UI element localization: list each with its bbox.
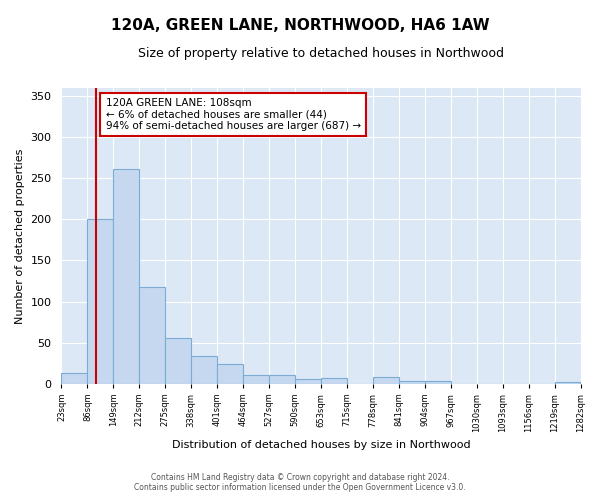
Text: 120A, GREEN LANE, NORTHWOOD, HA6 1AW: 120A, GREEN LANE, NORTHWOOD, HA6 1AW bbox=[110, 18, 490, 32]
Title: Size of property relative to detached houses in Northwood: Size of property relative to detached ho… bbox=[138, 48, 504, 60]
Text: 120A GREEN LANE: 108sqm
← 6% of detached houses are smaller (44)
94% of semi-det: 120A GREEN LANE: 108sqm ← 6% of detached… bbox=[106, 98, 361, 131]
Bar bbox=[113, 168, 139, 384]
Y-axis label: Number of detached properties: Number of detached properties bbox=[15, 148, 25, 324]
Bar bbox=[191, 356, 217, 384]
Bar bbox=[398, 381, 425, 384]
Bar bbox=[373, 377, 398, 384]
X-axis label: Distribution of detached houses by size in Northwood: Distribution of detached houses by size … bbox=[172, 440, 470, 450]
Bar bbox=[425, 381, 451, 384]
Bar bbox=[166, 338, 191, 384]
Bar bbox=[243, 376, 269, 384]
Bar bbox=[61, 373, 88, 384]
Bar bbox=[554, 382, 580, 384]
Bar bbox=[321, 378, 347, 384]
Bar bbox=[139, 287, 166, 384]
Bar bbox=[295, 378, 321, 384]
Bar bbox=[217, 364, 243, 384]
Bar bbox=[269, 376, 295, 384]
Bar bbox=[88, 220, 113, 384]
Text: Contains HM Land Registry data © Crown copyright and database right 2024.
Contai: Contains HM Land Registry data © Crown c… bbox=[134, 473, 466, 492]
